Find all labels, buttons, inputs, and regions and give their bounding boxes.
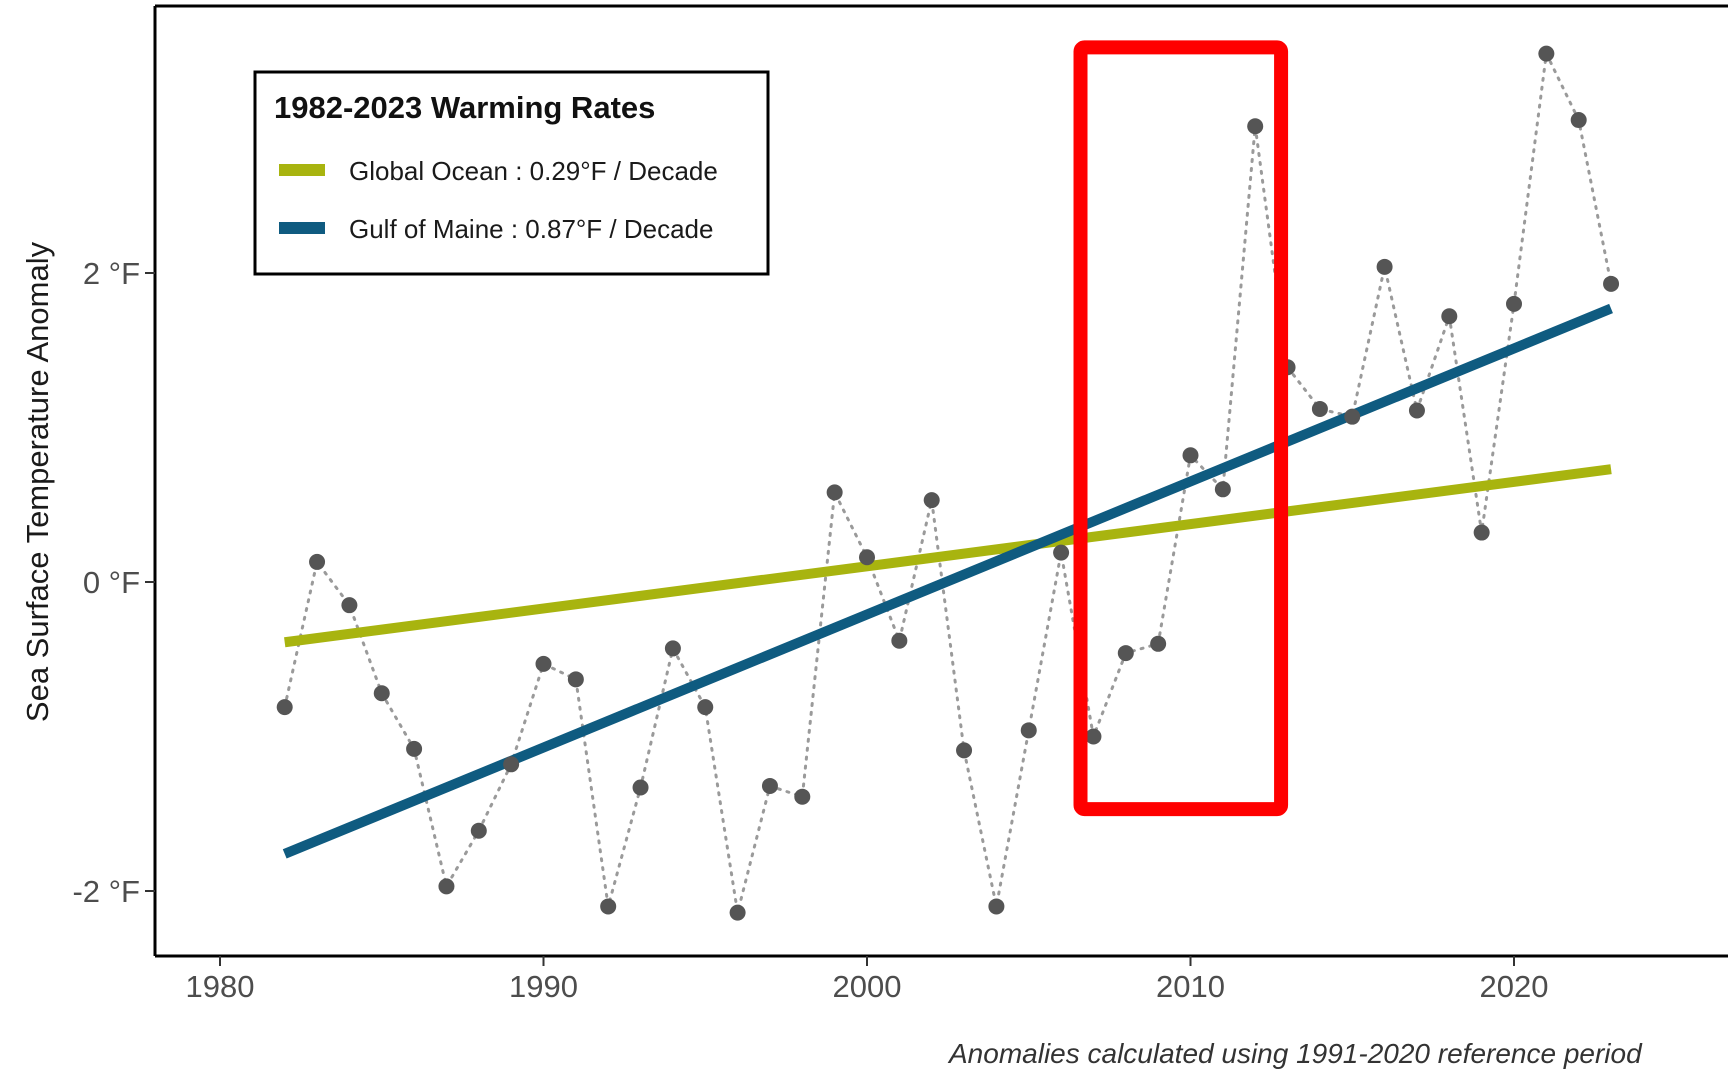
data-point	[1214, 481, 1231, 498]
data-point	[1150, 635, 1167, 652]
data-point	[1247, 118, 1264, 135]
x-tick-label: 1980	[186, 969, 255, 1004]
data-point	[1376, 258, 1393, 275]
highlight-box-rect	[1073, 40, 1289, 817]
trend-lines	[282, 303, 1613, 859]
data-point	[859, 549, 875, 566]
data-point	[341, 597, 358, 614]
data-point	[276, 699, 293, 716]
data-point	[1538, 45, 1555, 62]
legend-swatch-gulf-of-maine	[279, 222, 325, 234]
y-tick-label: 0 °F	[83, 565, 140, 600]
data-point	[406, 740, 423, 757]
x-ticks: 1980 1990 2000 2010 2020	[186, 956, 1549, 1004]
data-point	[373, 685, 390, 702]
data-point	[826, 484, 843, 501]
data-point	[1570, 112, 1587, 129]
x-tick-label: 2010	[1156, 969, 1225, 1004]
data-point	[503, 756, 520, 773]
data-point	[794, 788, 811, 805]
data-point	[761, 777, 778, 794]
y-axis-title: Sea Surface Temperature Anomaly	[20, 241, 55, 722]
data-point	[1441, 308, 1458, 325]
data-point	[1408, 402, 1425, 419]
observed-series-line	[283, 48, 1613, 914]
data-point	[1506, 295, 1522, 312]
legend-box	[253, 70, 770, 276]
data-point	[891, 632, 908, 649]
data-point	[697, 699, 714, 716]
data-point	[470, 822, 487, 839]
observed-points	[276, 45, 1620, 921]
legend-label-gulf-of-maine: Gulf of Maine : 0.87°F / Decade	[349, 214, 713, 244]
trend-line-gulf-of-maine	[282, 303, 1613, 859]
data-point	[1020, 722, 1037, 739]
data-point	[632, 779, 649, 796]
data-point	[1603, 275, 1620, 292]
data-point	[567, 671, 584, 688]
highlight-box	[1073, 40, 1289, 817]
data-point	[664, 640, 681, 657]
data-point	[535, 655, 552, 672]
legend: 1982-2023 Warming Rates Global Ocean : 0…	[253, 70, 770, 276]
data-point	[956, 742, 973, 759]
data-point	[1182, 447, 1199, 464]
data-point	[1117, 645, 1134, 662]
legend-label-global-ocean: Global Ocean : 0.29°F / Decade	[349, 156, 718, 186]
y-tick-label: -2 °F	[72, 874, 140, 909]
observed-dotted-line	[283, 48, 1613, 914]
y-ticks: -2 °F 0 °F 2 °F	[72, 256, 155, 909]
data-point	[1085, 728, 1102, 745]
caption: Anomalies calculated using 1991-2020 ref…	[947, 1038, 1643, 1069]
data-point	[1053, 544, 1070, 561]
x-tick-label: 2000	[833, 969, 902, 1004]
data-point	[1473, 524, 1490, 541]
data-point	[309, 553, 326, 570]
data-point	[438, 878, 455, 895]
legend-swatch-global-ocean	[279, 164, 325, 176]
trend-line-global-ocean	[284, 464, 1612, 648]
x-tick-label: 2020	[1480, 969, 1549, 1004]
legend-title: 1982-2023 Warming Rates	[274, 90, 655, 125]
data-point	[988, 898, 1005, 915]
data-point	[1344, 408, 1361, 425]
data-point	[729, 904, 746, 921]
y-tick-label: 2 °F	[83, 256, 140, 291]
data-point	[923, 492, 940, 509]
x-tick-label: 1990	[509, 969, 578, 1004]
data-point	[1311, 400, 1328, 417]
data-point	[600, 898, 617, 915]
